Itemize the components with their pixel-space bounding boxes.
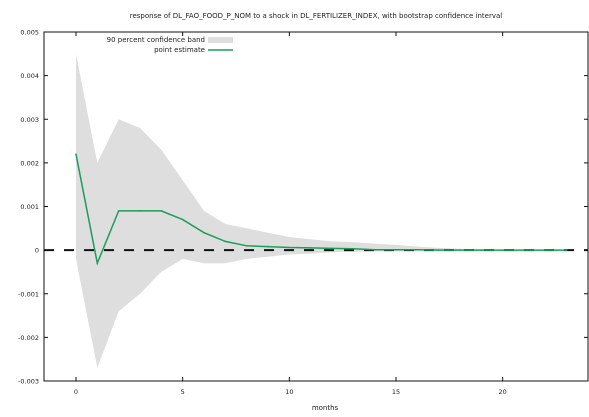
legend-swatch-band [208,37,233,43]
y-tick-label: 0.003 [20,116,39,124]
point-estimate-point [160,210,163,212]
y-tick-label: 0.005 [20,29,39,37]
y-tick-label: 0.002 [20,159,39,167]
legend-label-point-estimate: point estimate [154,46,205,54]
x-tick-label: 15 [392,388,400,396]
point-estimate-point [501,249,504,251]
x-tick-label: 20 [499,388,507,396]
confidence-band [76,53,567,368]
point-estimate-point [245,245,248,247]
legend: 90 percent confidence band point estimat… [107,36,233,54]
point-estimate-point [139,210,141,212]
legend-label-band: 90 percent confidence band [107,36,205,44]
point-estimate-point [267,245,269,248]
y-tick-label: -0.002 [18,334,39,342]
point-estimate-point [437,249,440,251]
point-estimate-point [181,218,184,221]
x-tick-label: 0 [74,388,78,396]
point-estimate-point [203,231,205,234]
point-estimate-point [309,247,312,249]
point-estimate-point [117,210,120,212]
point-estimate-point [523,249,525,251]
point-estimate-point [352,248,355,250]
point-estimate-point [288,246,291,249]
point-estimate-point [224,240,227,243]
point-estimate-point [480,249,483,251]
point-estimate-point [459,249,461,251]
y-tick-label: -0.001 [18,290,39,298]
confidence-band-layer [76,53,567,368]
y-tick-label: 0.004 [20,72,39,80]
point-estimate-line [75,154,567,266]
x-tick-label: 10 [285,388,293,396]
point-estimate-point [544,249,547,251]
point-estimate-point [96,262,99,265]
point-estimate-point [395,248,397,251]
x-axis: 0 5 10 15 20 [74,32,507,396]
point-estimate-point [331,247,333,250]
y-tick-label: 0.001 [20,203,39,211]
x-tick-label: 5 [181,388,185,396]
y-tick-label: 0 [35,247,39,255]
point-estimate-point [565,249,568,251]
point-estimate-point [373,248,376,251]
point-estimate-layer [75,153,568,266]
y-tick-label: -0.003 [18,378,39,386]
y-axis: -0.003 -0.002 -0.001 0 0.001 0.002 0.003 0.004 0… [18,29,588,386]
point-estimate-point [75,153,77,155]
point-estimate-point [416,248,419,251]
chart-title: response of DL_FAO_FOOD_P_NOM to a shock… [130,12,503,20]
x-axis-label: months [312,404,339,412]
